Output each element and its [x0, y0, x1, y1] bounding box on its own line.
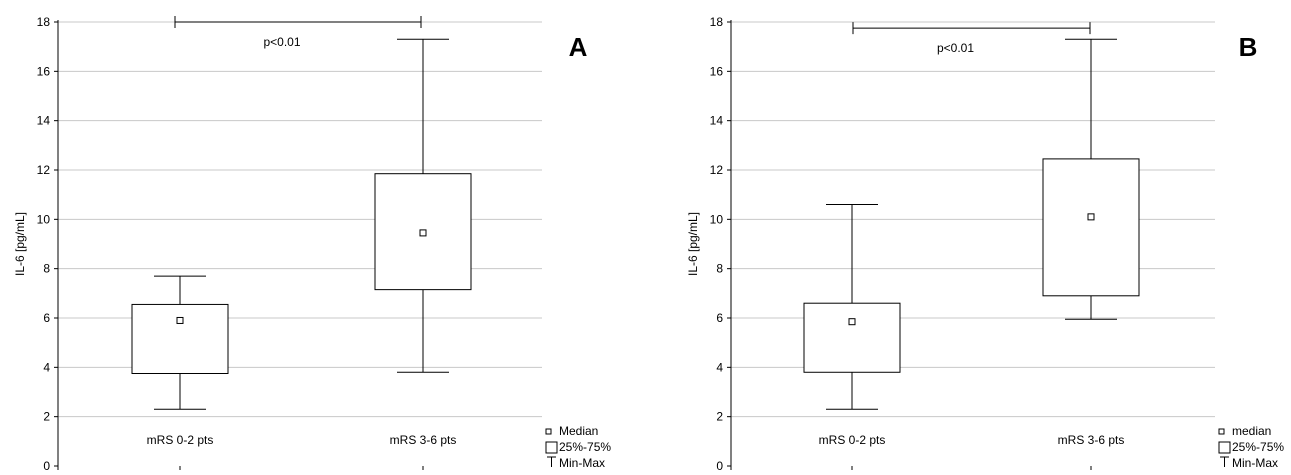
- legend-median-icon: [545, 428, 552, 435]
- box-plot: [374, 38, 472, 373]
- category-label: mRS 3-6 pts: [1058, 433, 1125, 447]
- y-tick-label: 14: [710, 114, 724, 128]
- legend-iqr-label: 25%-75%: [559, 440, 611, 454]
- y-tick-label: 16: [710, 64, 724, 78]
- box-plot: [131, 275, 229, 410]
- median-marker: [1087, 213, 1095, 221]
- panel-label: B: [1239, 32, 1258, 62]
- legend: Median 25%-75% Min-Max: [545, 424, 611, 470]
- legend-iqr-label: 25%-75%: [1232, 440, 1284, 454]
- y-tick-label: 0: [43, 459, 50, 470]
- y-tick-label: 2: [43, 410, 50, 424]
- y-axis-label: IL-6 [pg/mL]: [13, 212, 27, 276]
- y-axis-label: IL-6 [pg/mL]: [686, 212, 700, 276]
- y-tick-label: 4: [43, 360, 50, 374]
- legend-median-icon: [1218, 428, 1225, 435]
- y-tick-label: 14: [37, 114, 51, 128]
- legend-box-icon: [1218, 441, 1231, 454]
- y-tick-label: 2: [716, 410, 723, 424]
- median-marker: [848, 318, 856, 326]
- chart-panel-b: 0 2 4 6 8 10 12 14 16 18 IL-6 [pg/mL] mRS 0-2 pts mR…: [686, 15, 1284, 473]
- p-value-label: p<0.01: [263, 35, 300, 49]
- y-tick-label: 18: [710, 15, 724, 29]
- legend-box-icon: [545, 441, 558, 454]
- y-tick-label: 6: [716, 311, 723, 325]
- y-tick-label: 18: [37, 15, 51, 29]
- box-plot: [1042, 38, 1140, 320]
- chart-panel-a: 0 2 4 6 8 10 12 14 16 18 IL-6 [pg/mL] mRS 0-2 pts mR…: [13, 15, 611, 473]
- p-value-label: p<0.01: [937, 41, 974, 55]
- category-label: mRS 0-2 pts: [819, 433, 886, 447]
- y-tick-label: 10: [37, 212, 51, 226]
- y-tick-label: 8: [716, 262, 723, 276]
- y-tick-label: 12: [37, 163, 51, 177]
- y-tick-label: 0: [716, 459, 723, 470]
- y-tick-label: 10: [710, 212, 724, 226]
- median-marker: [176, 316, 184, 324]
- legend-median-label: Median: [559, 424, 598, 438]
- category-label: mRS 3-6 pts: [390, 433, 457, 447]
- y-tick-label: 16: [37, 64, 51, 78]
- category-label: mRS 0-2 pts: [147, 433, 214, 447]
- panel-label: A: [569, 32, 588, 62]
- y-tick-label: 8: [43, 262, 50, 276]
- legend-median-label: median: [1232, 424, 1271, 438]
- legend-range-label: Min-Max: [1232, 456, 1278, 470]
- iqr-box: [131, 303, 229, 374]
- iqr-box: [803, 302, 901, 373]
- legend: median 25%-75% Min-Max: [1218, 424, 1284, 470]
- box-plot: [803, 204, 901, 410]
- median-marker: [419, 229, 427, 237]
- y-tick-label: 12: [710, 163, 724, 177]
- y-tick-label: 4: [716, 360, 723, 374]
- y-tick-label: 6: [43, 311, 50, 325]
- iqr-box: [1042, 158, 1140, 297]
- legend-range-label: Min-Max: [559, 456, 605, 470]
